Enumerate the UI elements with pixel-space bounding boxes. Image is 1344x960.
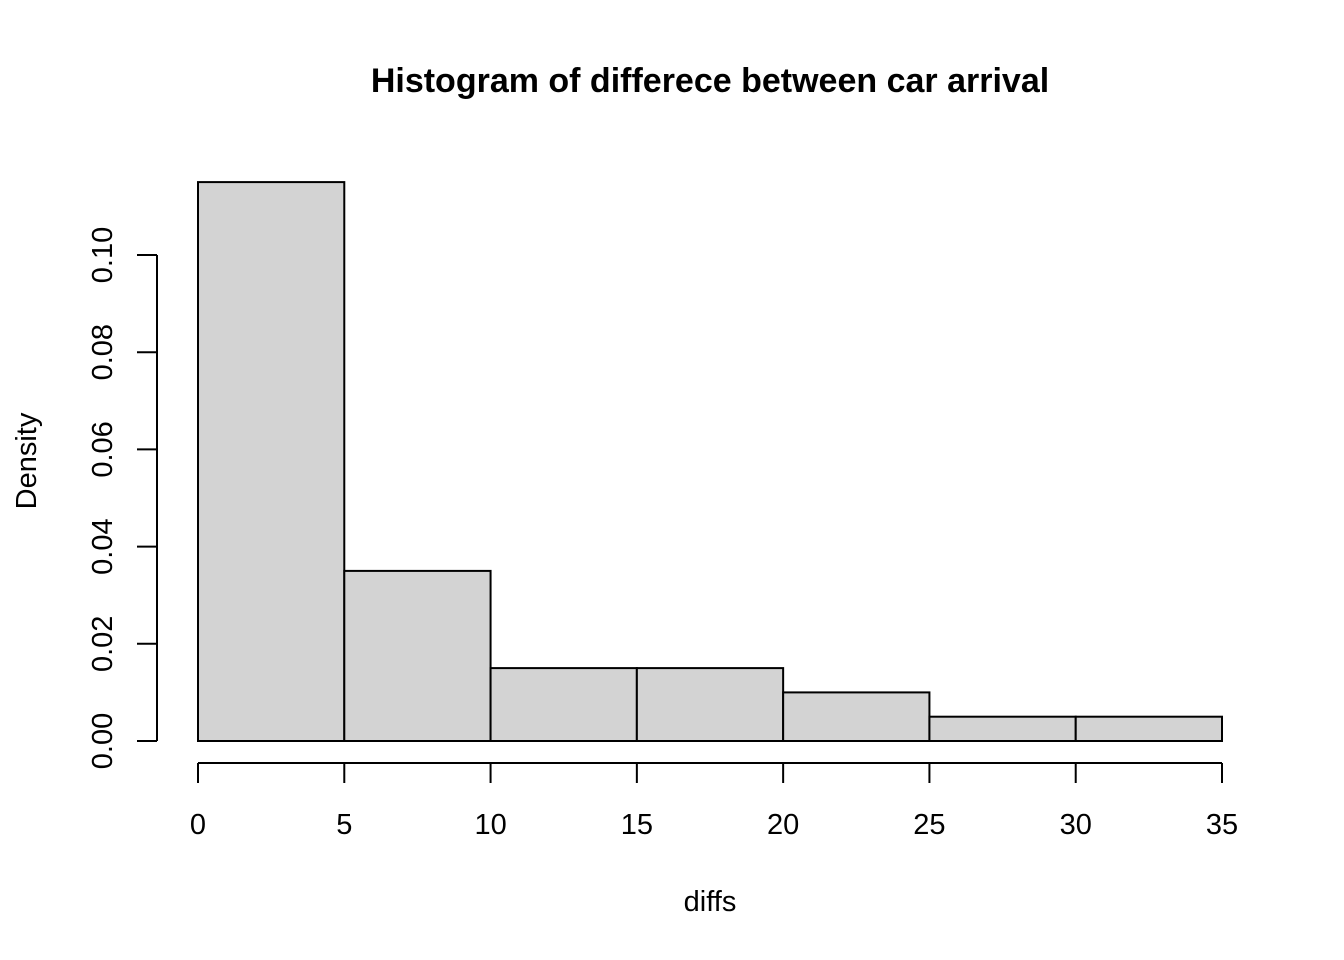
histogram-bar-3 [635,667,785,742]
histogram-bar-0 [197,181,346,743]
y-tick-label-5: 0.10 [87,227,119,283]
y-axis-label: Density [11,412,43,509]
y-tick-label-1: 0.02 [87,616,119,672]
histogram-bar-2 [489,667,638,742]
chart-title: Histogram of differece between car arriv… [371,62,1049,100]
y-tick-label-4: 0.08 [87,324,119,380]
x-tick-label-2: 10 [474,809,506,841]
histogram-bar-5 [928,715,1077,743]
histogram-bar-1 [343,569,492,743]
y-tick-label-0: 0.00 [87,713,119,769]
x-tick-label-5: 25 [913,809,945,841]
x-tick-label-0: 0 [190,809,206,841]
x-tick-label-7: 35 [1206,809,1238,841]
bars-group [197,181,1223,743]
histogram-bar-4 [782,691,931,743]
histogram-bar-6 [1074,715,1223,743]
x-tick-label-4: 20 [767,809,799,841]
x-tick-label-1: 5 [336,809,352,841]
x-axis: 0 5 10 15 20 25 30 35 [190,762,1238,841]
y-tick-label-3: 0.06 [87,421,119,477]
x-tick-label-6: 30 [1060,809,1092,841]
y-tick-label-2: 0.04 [87,518,119,574]
x-axis-label: diffs [684,886,737,918]
x-tick-label-3: 15 [621,809,653,841]
y-axis: 0.00 0.02 0.04 0.06 0.08 0.10 [87,227,158,769]
